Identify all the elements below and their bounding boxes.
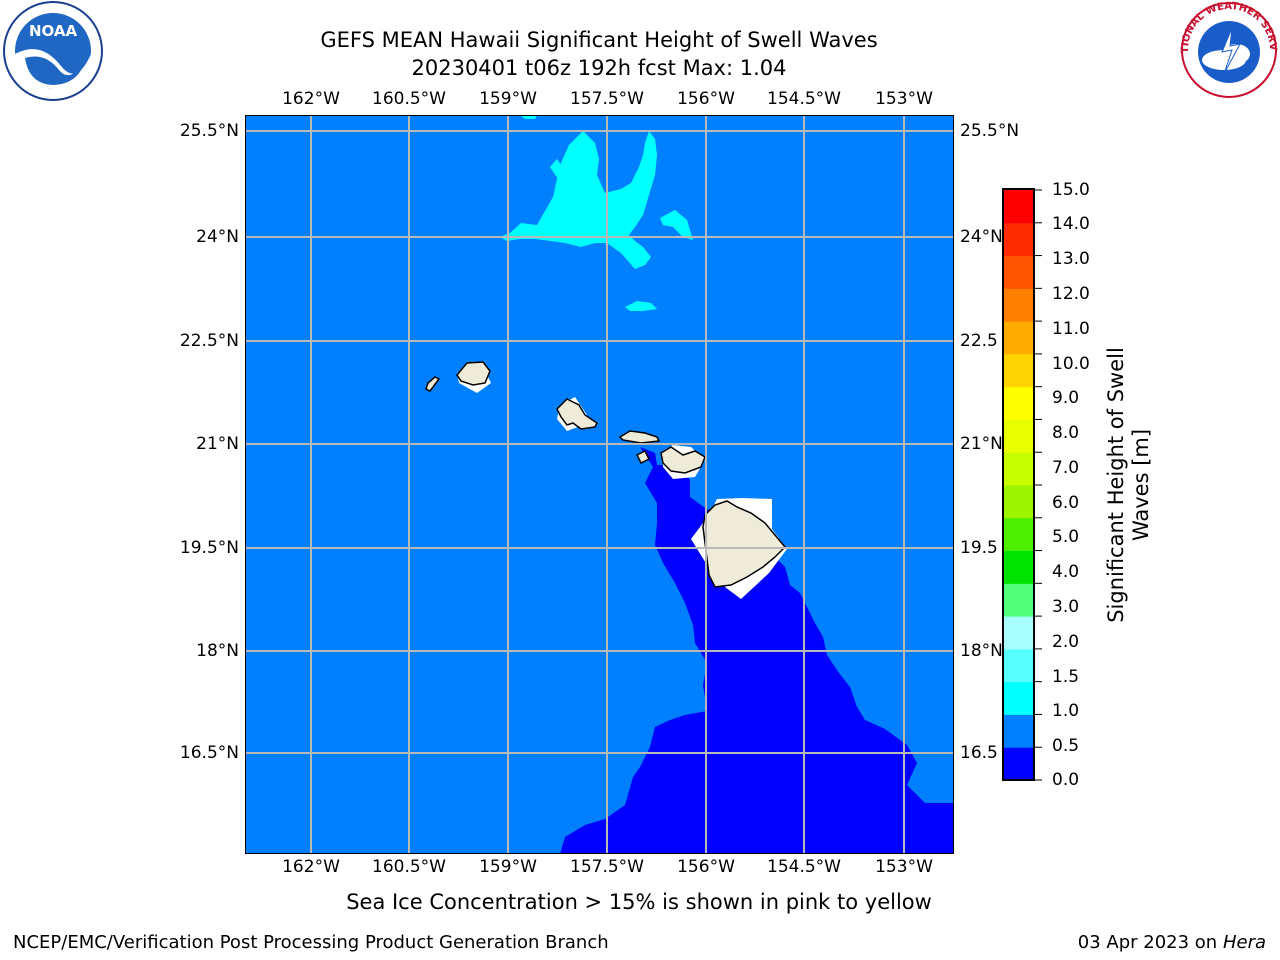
ocean-region-1.0-1.5-blob3 — [625, 301, 657, 311]
lon-label-top: 160.5°W — [372, 89, 446, 109]
lat-label-left: 21°N — [196, 434, 239, 454]
ocean-region-1.0-1.5-blob1 — [550, 159, 565, 179]
colorbar-band — [1003, 190, 1034, 224]
lat-label-right: 18°N — [960, 641, 1003, 661]
sea-ice-note: Sea Ice Concentration > 15% is shown in … — [346, 890, 932, 914]
lat-label-left: 24°N — [196, 227, 239, 247]
colorbar-tick-label: 2.0 — [1052, 632, 1080, 652]
lat-label-right: 24°N — [960, 227, 1003, 247]
colorbar-tick-label: 5.0 — [1052, 527, 1080, 547]
colorbar-tick-label: 7.0 — [1052, 458, 1080, 478]
lat-label-left: 18°N — [196, 641, 239, 661]
run-date-text: 03 Apr 2023 on — [1077, 932, 1223, 953]
nws-logo: NATIONAL WEATHER SERVICE — [1178, 0, 1278, 98]
run-date: 03 Apr 2023 on Hera — [1078, 932, 1266, 953]
lon-label-bottom: 162°W — [282, 857, 340, 877]
lon-label-top: 157.5°W — [570, 89, 644, 109]
swell-height-map — [245, 115, 954, 854]
colorbar-tick-label: 1.5 — [1052, 667, 1080, 687]
lat-label-right: 19.5 — [960, 538, 998, 558]
lon-label-top: 162°W — [282, 89, 340, 109]
colorbar-tick-label: 4.0 — [1052, 562, 1080, 582]
lon-label-bottom: 154.5°W — [767, 857, 841, 877]
island-molokai — [618, 430, 661, 444]
island-maui — [660, 446, 706, 474]
colorbar-tick-label: 15.0 — [1052, 180, 1090, 200]
colorbar-tick-label: 11.0 — [1052, 319, 1090, 339]
lon-label-bottom: 153°W — [875, 857, 933, 877]
colorbar-tick-label: 14.0 — [1052, 214, 1090, 234]
island-oahu — [556, 398, 598, 430]
lon-label-top: 154.5°W — [767, 89, 841, 109]
colorbar-band — [1003, 386, 1034, 420]
island-niihau — [425, 376, 441, 392]
colorbar-tick-label: 0.5 — [1052, 736, 1080, 756]
colorbar-band — [1003, 714, 1034, 748]
colorbar-band — [1003, 681, 1034, 715]
colorbar-title-line1: Significant Height of Swell — [1104, 347, 1128, 623]
colorbar-tick-label: 0.0 — [1052, 770, 1080, 790]
colorbar-band — [1003, 550, 1034, 584]
colorbar-tick-label: 1.0 — [1052, 701, 1080, 721]
ocean-region-1.0-1.5-blob2 — [586, 161, 598, 173]
lat-label-right: 22.5 — [960, 331, 998, 351]
colorbar-band — [1003, 452, 1034, 486]
colorbar-tick-label: 9.0 — [1052, 388, 1080, 408]
colorbar-band — [1003, 485, 1034, 519]
lon-label-bottom: 160.5°W — [372, 857, 446, 877]
lon-label-bottom: 159°W — [479, 857, 537, 877]
lon-label-top: 156°W — [677, 89, 735, 109]
colorbar-band — [1003, 616, 1034, 650]
lat-label-right: 16.5 — [960, 743, 998, 763]
island-lanai — [635, 449, 651, 465]
colorbar-tick-label: 8.0 — [1052, 423, 1080, 443]
ocean-region-1.0-1.5 — [500, 131, 657, 269]
colorbar-band — [1003, 255, 1034, 289]
ocean-region-1.0-1.5-east — [660, 210, 693, 240]
colorbar-band — [1003, 517, 1034, 552]
colorbar-band — [1003, 288, 1034, 322]
lat-label-right: 25.5°N — [960, 121, 1020, 141]
lat-label-right: 21°N — [960, 434, 1003, 454]
lat-label-left: 16.5°N — [179, 743, 239, 763]
lat-label-left: 22.5°N — [179, 331, 239, 351]
plot-title: GEFS MEAN Hawaii Significant Height of S… — [320, 28, 878, 52]
colorbar-band — [1003, 321, 1034, 355]
colorbar-band — [1003, 353, 1034, 388]
noaa-logo-text: NOAA — [29, 22, 78, 40]
colorbar-band — [1003, 648, 1034, 683]
colorbar-title-line2: Waves [m] — [1129, 428, 1153, 542]
colorbar-band — [1003, 747, 1034, 781]
lat-label-left: 25.5°N — [179, 121, 239, 141]
colorbar-band — [1003, 222, 1034, 257]
plot-subtitle: 20230401 t06z 192h fcst Max: 1.04 — [411, 56, 787, 80]
lon-label-bottom: 157.5°W — [570, 857, 644, 877]
graticule — [245, 115, 954, 854]
lon-label-bottom: 156°W — [677, 857, 735, 877]
island-kauai — [456, 361, 491, 386]
colorbar-tick-label: 3.0 — [1052, 597, 1080, 617]
colorbar — [1002, 188, 1042, 781]
lat-label-left: 19.5°N — [179, 538, 239, 558]
producer-credit: NCEP/EMC/Verification Post Processing Pr… — [13, 932, 609, 953]
colorbar-tick-label: 13.0 — [1052, 249, 1090, 269]
colorbar-band — [1003, 419, 1034, 453]
colorbar-band — [1003, 583, 1034, 617]
lon-label-top: 153°W — [875, 89, 933, 109]
colorbar-title: Significant Height of Swell Waves [m] — [1104, 347, 1154, 623]
noaa-logo: NOAA — [3, 1, 103, 101]
colorbar-tick-label: 12.0 — [1052, 284, 1090, 304]
machine-name: Hera — [1222, 932, 1266, 953]
lon-label-top: 159°W — [479, 89, 537, 109]
colorbar-tick-label: 6.0 — [1052, 493, 1080, 513]
colorbar-tick-label: 10.0 — [1052, 354, 1090, 374]
